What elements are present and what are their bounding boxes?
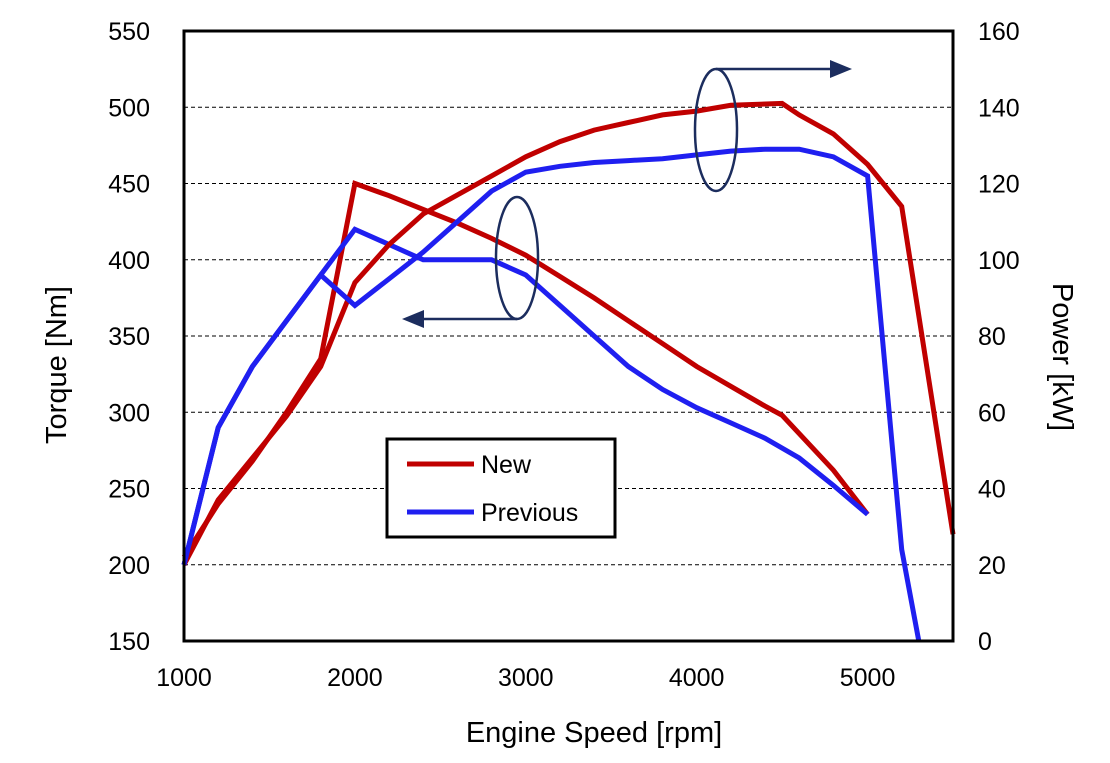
right-y-tick-label: 100: [978, 247, 1020, 275]
left-y-tick-label: 200: [108, 552, 150, 580]
left-y-tick-label: 550: [108, 18, 150, 46]
right-y-tick-label: 20: [978, 552, 1006, 580]
x-tick-label: 3000: [498, 664, 554, 692]
right-y-tick-label: 140: [978, 94, 1020, 122]
left-y-tick-label: 150: [108, 628, 150, 656]
right-y-axis-label: Power [kW]: [1046, 283, 1078, 431]
series-line-previous-power: [181, 146, 922, 642]
x-tick-label: 5000: [840, 664, 896, 692]
power-axis-arrow-annotation: [693, 60, 852, 193]
x-tick-label: 4000: [669, 664, 725, 692]
left-y-tick-label: 400: [108, 247, 150, 275]
right-y-tick-label: 80: [978, 323, 1006, 351]
right-arrow-icon: [830, 60, 852, 78]
x-tick-label: 1000: [156, 664, 212, 692]
left-y-tick-label: 250: [108, 476, 150, 504]
x-tick-labels: 1000 2000 3000 4000 5000: [156, 664, 895, 692]
torque-axis-arrow-annotation: [402, 195, 540, 328]
right-y-tick-label: 60: [978, 399, 1006, 427]
left-y-axis-label: Torque [Nm]: [41, 286, 73, 444]
left-y-tick-label: 500: [108, 94, 150, 122]
right-y-tick-label: 120: [978, 171, 1020, 199]
x-axis-label: Engine Speed [rpm]: [466, 717, 722, 749]
legend-label-previous: Previous: [481, 499, 578, 527]
right-y-tick-label: 40: [978, 476, 1006, 504]
legend-box: [385, 437, 617, 539]
right-y-tick-label: 160: [978, 18, 1020, 46]
left-y-tick-label: 350: [108, 323, 150, 351]
left-y-tick-label: 450: [108, 171, 150, 199]
left-y-tick-label: 300: [108, 399, 150, 427]
legend: New Previous: [385, 437, 617, 539]
legend-label-new: New: [481, 451, 532, 479]
series-line-new-power: [181, 100, 956, 566]
left-y-tick-labels: 150 200 250 300 350 400 450 500 550: [108, 18, 150, 656]
right-y-tick-labels: 0 20 40 60 80 100 120 140 160: [978, 18, 1020, 656]
left-arrow-icon: [402, 310, 424, 328]
gridlines: [184, 106, 953, 566]
right-y-tick-label: 0: [978, 628, 992, 656]
plot-frame: [182, 29, 955, 643]
x-tick-label: 2000: [327, 664, 383, 692]
series-line-new-torque: [181, 180, 870, 559]
series-layer: [181, 100, 956, 642]
